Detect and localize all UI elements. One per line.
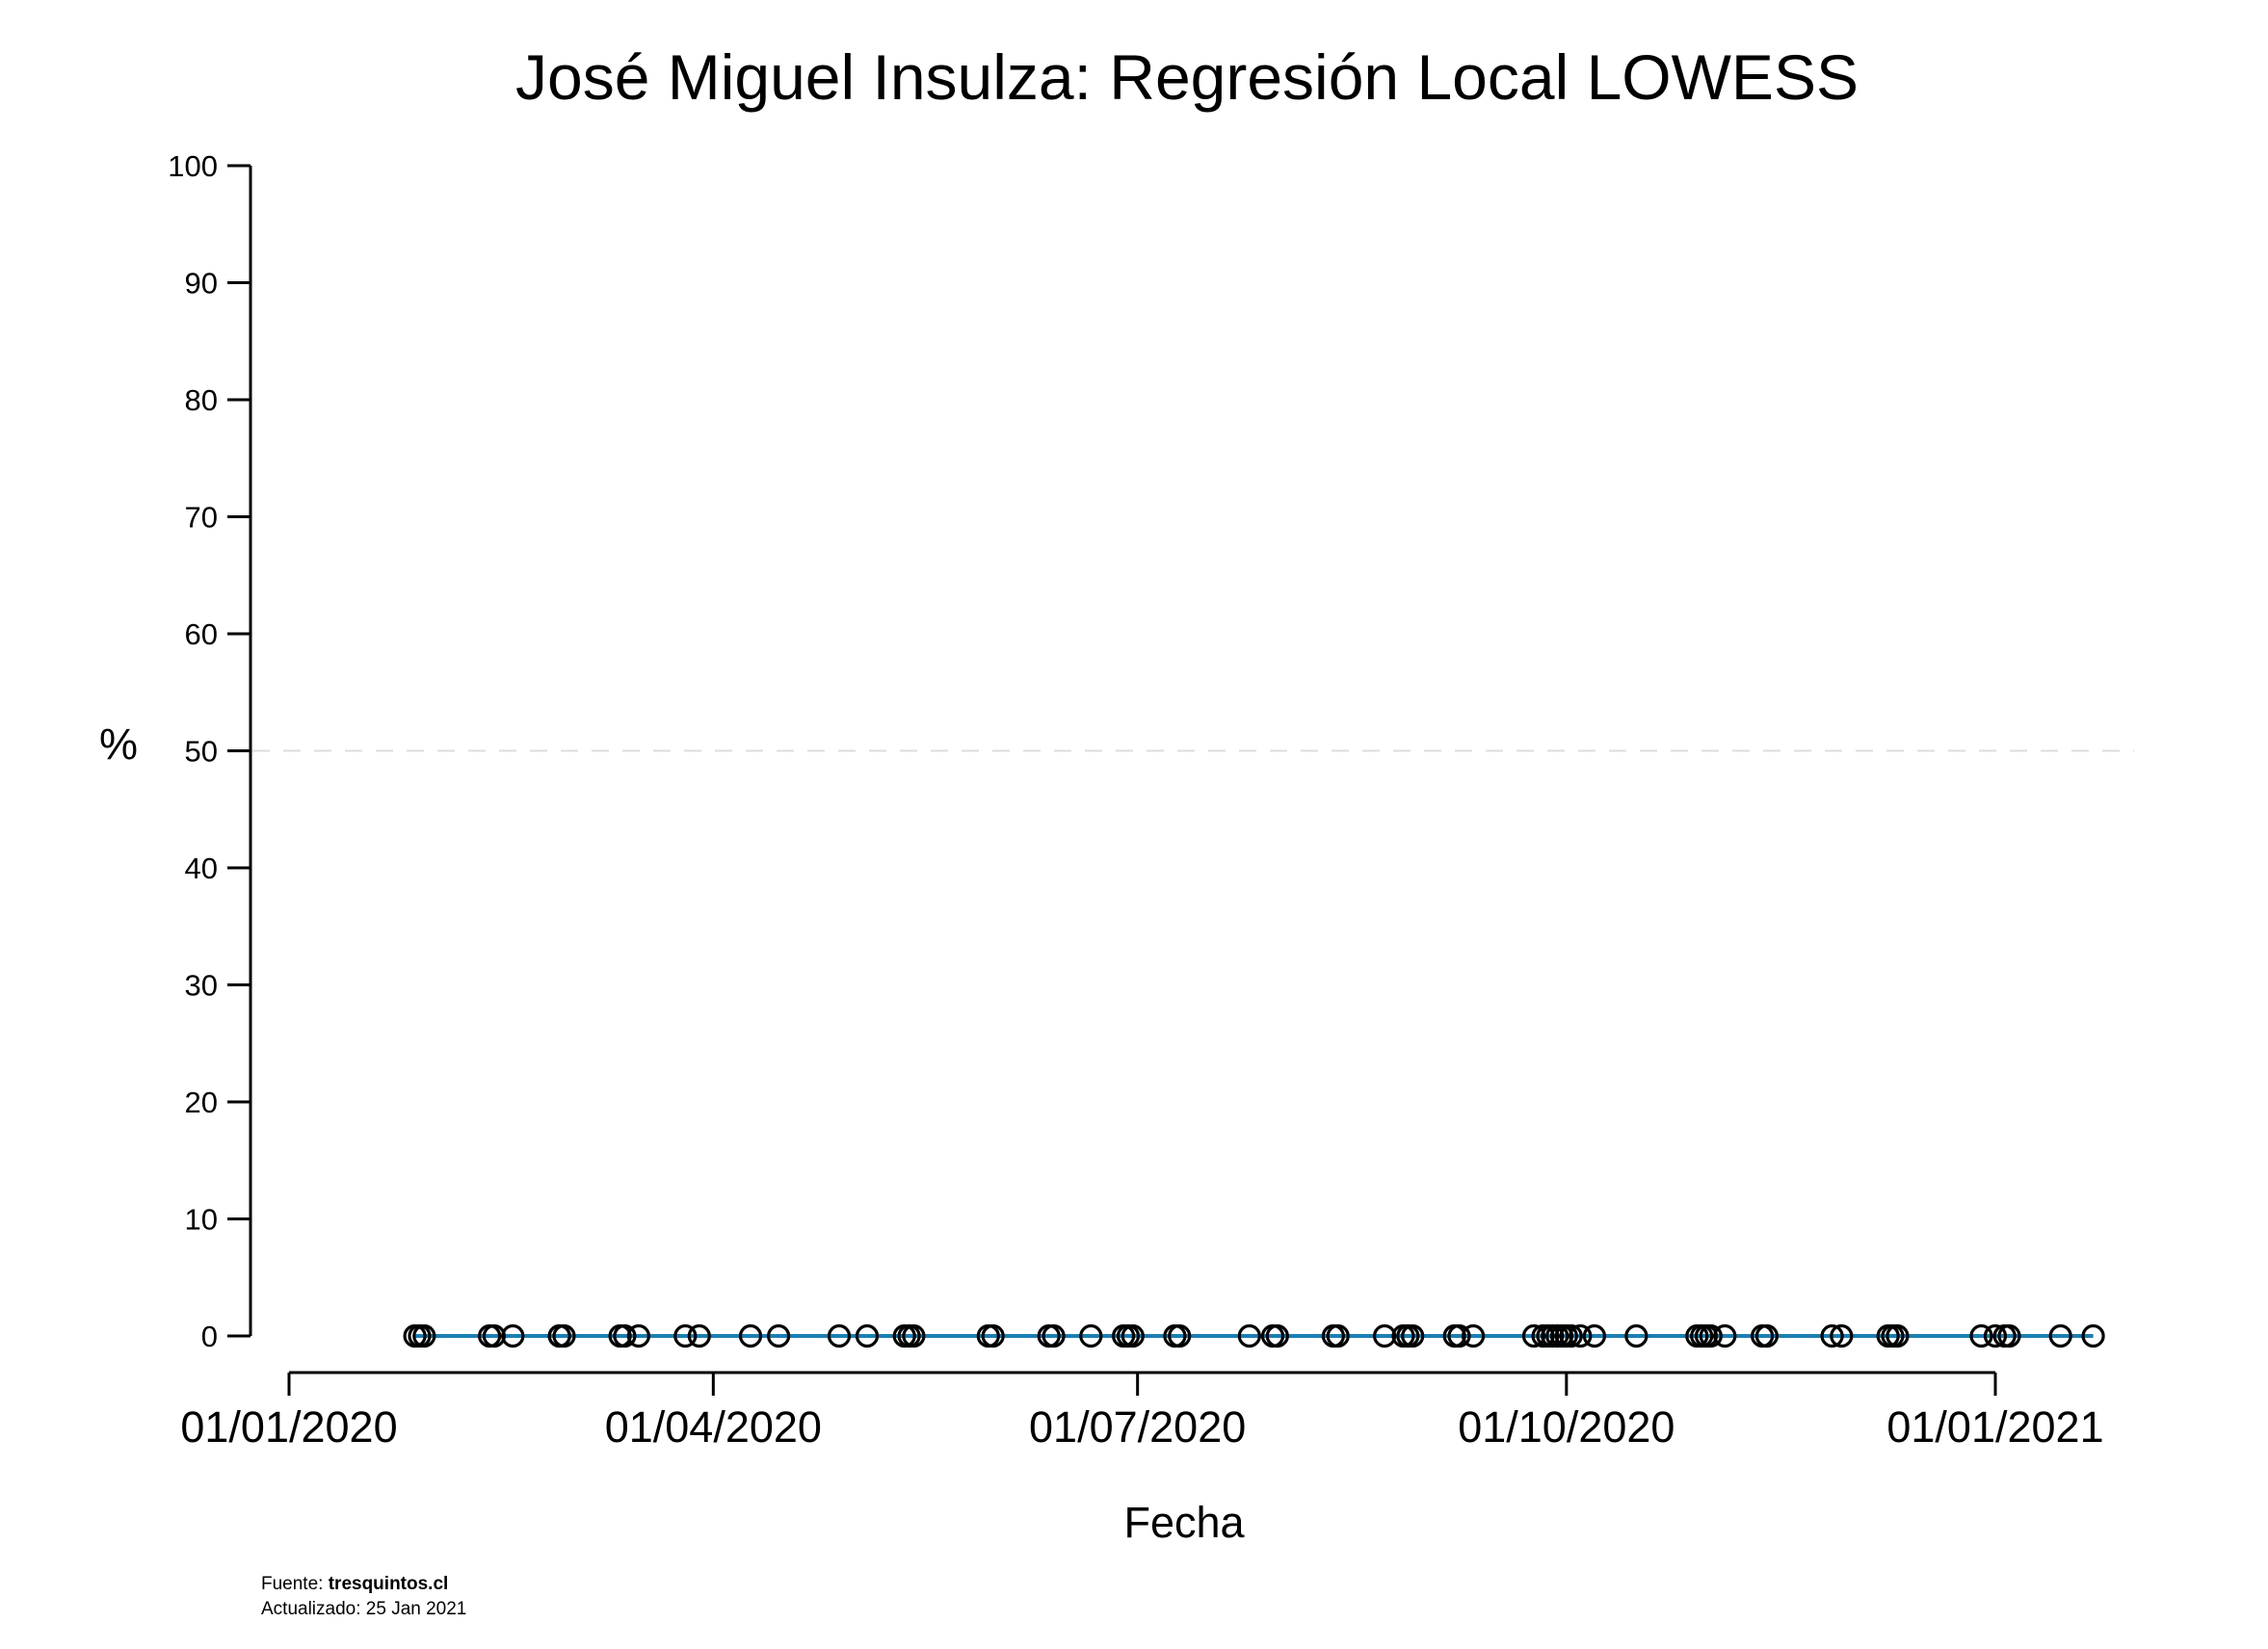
data-point: [501, 1323, 525, 1348]
y-tick-label: 50: [185, 735, 218, 769]
x-tick-label: 01/04/2020: [605, 1402, 822, 1452]
data-point: [1983, 1323, 2008, 1348]
data-points: [403, 1323, 2105, 1348]
y-tick-label: 70: [185, 501, 218, 535]
data-point: [1326, 1323, 1350, 1348]
x-tick-label: 01/07/2020: [1029, 1402, 1246, 1452]
data-point: [1447, 1323, 1471, 1348]
data-point: [687, 1323, 711, 1348]
data-point: [855, 1323, 880, 1348]
data-point: [412, 1323, 436, 1348]
footer-source: Fuente: tresquintos.cl: [261, 1574, 448, 1594]
data-point: [2048, 1323, 2072, 1348]
data-point: [626, 1323, 651, 1348]
data-point: [1820, 1323, 1844, 1348]
data-point: [552, 1323, 576, 1348]
data-point: [1265, 1323, 1289, 1348]
x-axis: 01/01/2020 01/04/2020 01/07/2020 01/10/2020…: [180, 1371, 2104, 1452]
x-axis-label: Fecha: [1123, 1498, 1245, 1547]
data-point: [1997, 1323, 2021, 1348]
data-point: [613, 1323, 637, 1348]
data-point: [1713, 1323, 1737, 1348]
data-point: [1699, 1323, 1723, 1348]
data-point: [827, 1323, 852, 1348]
footer-updated: Actualizado: 25 Jan 2021: [261, 1599, 466, 1619]
y-tick-label: 20: [185, 1086, 218, 1119]
data-point: [1121, 1323, 1145, 1348]
y-tick-label: 60: [185, 617, 218, 651]
y-tick-label: 40: [185, 851, 218, 885]
data-point: [1624, 1323, 1648, 1348]
y-tick-label: 80: [185, 383, 218, 417]
data-point: [1969, 1323, 1993, 1348]
data-point: [1168, 1323, 1192, 1348]
y-tick-label: 10: [185, 1203, 218, 1237]
data-point: [1886, 1323, 1910, 1348]
y-axis-label: %: [99, 720, 138, 769]
data-point: [1042, 1323, 1066, 1348]
x-tick-label: 01/01/2020: [180, 1402, 397, 1452]
data-point: [1582, 1323, 1607, 1348]
y-tick-label: 30: [185, 969, 218, 1003]
data-point: [1569, 1323, 1593, 1348]
data-point: [981, 1323, 1005, 1348]
x-tick-label: 01/10/2020: [1458, 1402, 1675, 1452]
data-point: [1521, 1323, 1546, 1348]
data-point: [2081, 1323, 2105, 1348]
data-point: [1237, 1323, 1261, 1348]
data-point: [482, 1323, 507, 1348]
footer-source-label: Fuente:: [261, 1574, 329, 1594]
y-tick-label: 90: [185, 267, 218, 301]
y-tick-label: 100: [168, 149, 218, 183]
footer-source-name: tresquintos.cl: [329, 1574, 449, 1594]
data-point: [738, 1323, 763, 1348]
data-point: [766, 1323, 791, 1348]
data-point: [1754, 1323, 1780, 1348]
data-point: [1830, 1323, 1854, 1348]
y-axis: 0 10 20 30 40 50 60 70 80 90 100: [168, 149, 252, 1353]
data-point: [1401, 1323, 1425, 1348]
y-tick-label: 0: [201, 1320, 218, 1353]
data-point: [1461, 1323, 1486, 1348]
x-tick-label: 01/01/2021: [1886, 1402, 2103, 1452]
data-point: [673, 1323, 698, 1348]
data-point: [902, 1323, 926, 1348]
data-point: [1559, 1323, 1583, 1348]
data-point: [1079, 1323, 1103, 1348]
chart-title: José Miguel Insulza: Regresión Local LOW…: [515, 41, 1859, 113]
